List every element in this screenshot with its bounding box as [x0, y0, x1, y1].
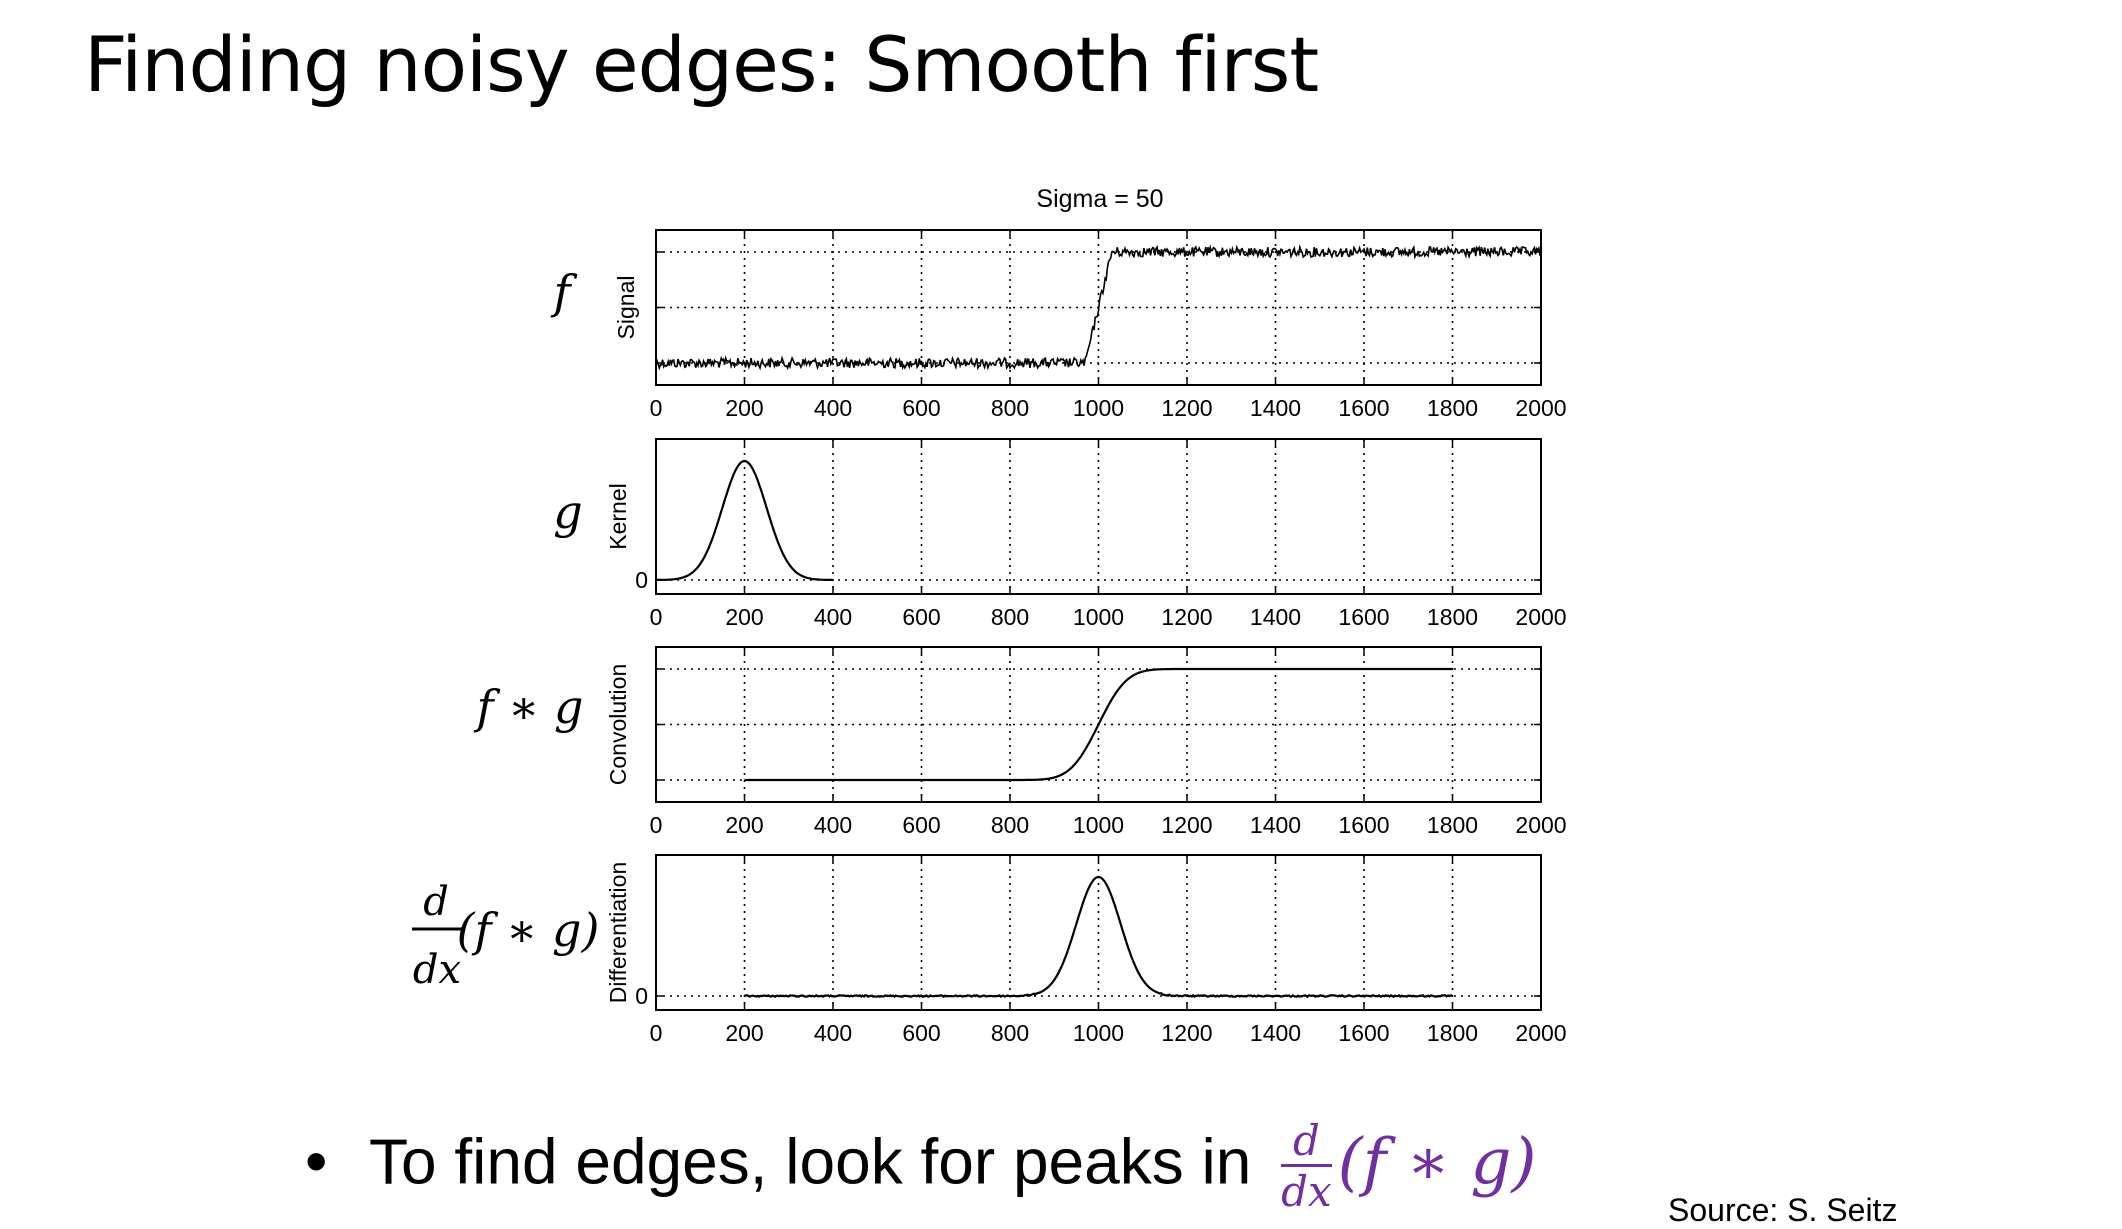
x-tick-label: 2000: [1515, 604, 1566, 630]
y-axis-label: Kernel: [605, 483, 631, 549]
x-tick-label: 1000: [1073, 395, 1124, 421]
x-tick-label: 1800: [1427, 395, 1478, 421]
x-tick-label: 800: [991, 1020, 1029, 1046]
x-tick-label: 1000: [1073, 1020, 1124, 1046]
x-tick-label: 1800: [1427, 812, 1478, 838]
x-tick-label: 1800: [1427, 604, 1478, 630]
panel-3: 0 200 400 600 800 1000 1200 1400 1600 1800 2000 Con…: [605, 646, 1567, 838]
bullet-fraction-denominator: dx: [1281, 1167, 1332, 1216]
x-tick-label: 1000: [1073, 604, 1124, 630]
x-tick-label: 1400: [1250, 395, 1301, 421]
x-tick-label: 0: [650, 604, 663, 630]
panel-1: 0 200 400 600 800 1000 1200 1400 1600 1800 2000 Sig…: [613, 229, 1567, 421]
x-tick-label: 1600: [1338, 812, 1389, 838]
y-tick-label-zero: 0: [635, 567, 648, 593]
x-tick-label: 800: [991, 812, 1029, 838]
x-tick-label: 200: [725, 604, 763, 630]
row-label-g: g: [553, 485, 582, 539]
x-tick-label: 2000: [1515, 395, 1566, 421]
slide-title: Finding noisy edges: Smooth first: [84, 20, 1319, 109]
x-tick-label: 2000: [1515, 812, 1566, 838]
x-tick-label: 1600: [1338, 604, 1389, 630]
bullet-item: • To find edges, look for peaks in d dx (f …: [305, 1120, 1536, 1213]
x-tick-label: 800: [991, 395, 1029, 421]
bullet-expression: (f ∗ g): [1337, 1125, 1537, 1200]
bullet-text: To find edges, look for peaks in: [369, 1125, 1252, 1198]
panel-2: 0 200 400 600 800 1000 1200 1400 1600 1800 20000Ke…: [605, 438, 1567, 630]
x-tick-label: 1200: [1161, 604, 1212, 630]
x-tick-label: 1200: [1161, 812, 1212, 838]
x-tick-label: 800: [991, 604, 1029, 630]
figure-title: Sigma = 50: [1036, 185, 1163, 213]
y-tick-label-zero: 0: [635, 983, 648, 1009]
x-tick-label: 1400: [1250, 812, 1301, 838]
x-tick-label: 200: [725, 1020, 763, 1046]
series-line: [655, 243, 1542, 371]
x-tick-label: 1400: [1250, 1020, 1301, 1046]
x-tick-label: 0: [650, 1020, 663, 1046]
row-label-deriv: (f ∗ g): [457, 903, 600, 957]
bullet-fraction: d dx: [1281, 1120, 1332, 1213]
source-credit: Source: S. Seitz: [1668, 1192, 1898, 1228]
deriv-label-numerator: d: [423, 879, 449, 925]
x-tick-label: 400: [814, 1020, 852, 1046]
x-tick-label: 400: [814, 395, 852, 421]
x-tick-label: 400: [814, 604, 852, 630]
panel-4: 0 200 400 600 800 1000 1200 1400 1600 1800 20000Di…: [605, 854, 1567, 1046]
x-tick-label: 200: [725, 395, 763, 421]
bullet-fraction-numerator: d: [1281, 1120, 1332, 1167]
x-tick-label: 2000: [1515, 1020, 1566, 1046]
row-label-conv: f ∗ g: [474, 680, 584, 734]
x-tick-label: 1200: [1161, 1020, 1212, 1046]
row-label-f: f: [550, 265, 577, 319]
y-axis-label: Convolution: [605, 664, 631, 785]
x-tick-label: 600: [902, 395, 940, 421]
x-tick-label: 0: [650, 812, 663, 838]
x-tick-label: 1000: [1073, 812, 1124, 838]
x-tick-label: 1600: [1338, 1020, 1389, 1046]
deriv-label-denominator: dx: [413, 947, 461, 993]
x-tick-label: 1600: [1338, 395, 1389, 421]
x-tick-label: 1400: [1250, 604, 1301, 630]
x-tick-label: 600: [902, 1020, 940, 1046]
series-line: [655, 459, 833, 582]
x-tick-label: 1200: [1161, 395, 1212, 421]
bullet-dot-icon: •: [305, 1125, 328, 1198]
x-tick-label: 600: [902, 604, 940, 630]
x-tick-label: 400: [814, 812, 852, 838]
y-axis-label: Signal: [613, 276, 639, 340]
x-tick-label: 0: [650, 395, 663, 421]
series-line: [744, 667, 1453, 782]
x-tick-label: 200: [725, 812, 763, 838]
x-tick-label: 600: [902, 812, 940, 838]
y-axis-label: Differentiation: [605, 862, 631, 1004]
series-line: [744, 875, 1453, 999]
x-tick-label: 1800: [1427, 1020, 1478, 1046]
